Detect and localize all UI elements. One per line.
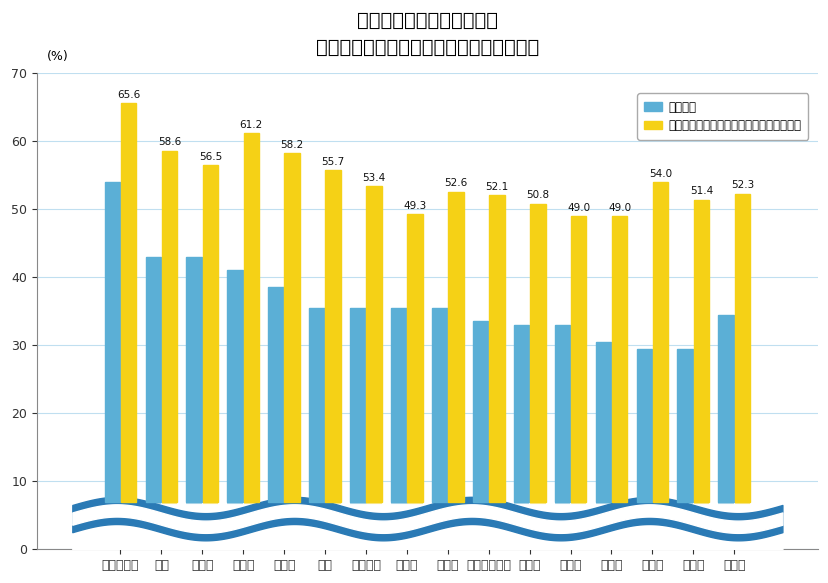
Bar — [161, 151, 177, 549]
Bar — [284, 153, 300, 549]
Bar — [121, 103, 136, 549]
Bar — [243, 133, 259, 503]
Legend: 高齢化率, 高齢者などのための設備がある住宅の割合: 高齢化率, 高齢者などのための設備がある住宅の割合 — [637, 93, 807, 139]
Bar — [227, 271, 243, 503]
Bar — [202, 165, 218, 503]
Text: 61.2: 61.2 — [239, 120, 262, 129]
Bar — [570, 216, 585, 549]
Bar — [652, 182, 667, 549]
Bar — [513, 325, 529, 549]
Bar — [146, 257, 161, 549]
Bar — [104, 182, 120, 503]
Bar — [431, 308, 447, 549]
Text: 51.4: 51.4 — [689, 187, 712, 196]
Text: 54.0: 54.0 — [648, 168, 672, 178]
Bar — [489, 195, 504, 549]
Bar — [595, 342, 610, 549]
Bar — [554, 325, 570, 503]
Bar — [636, 349, 652, 503]
Bar — [652, 182, 667, 503]
Bar — [349, 308, 365, 549]
Bar — [489, 195, 504, 503]
Text: 50.8: 50.8 — [526, 191, 549, 201]
Bar — [391, 308, 406, 549]
Bar — [349, 308, 365, 503]
Bar — [570, 216, 585, 503]
Bar — [309, 308, 325, 503]
Text: 49.3: 49.3 — [403, 201, 426, 210]
Bar — [611, 216, 627, 503]
Text: 58.6: 58.6 — [157, 138, 181, 147]
Bar — [161, 151, 177, 503]
Bar — [693, 200, 708, 503]
Bar — [227, 271, 243, 549]
Bar — [595, 342, 610, 503]
Bar — [718, 315, 733, 549]
Text: 52.3: 52.3 — [729, 180, 753, 190]
Bar — [325, 170, 340, 503]
Bar — [243, 133, 259, 549]
Bar — [407, 214, 422, 549]
Bar — [636, 349, 652, 549]
Bar — [529, 204, 545, 549]
Title: 県内市町別高齢化率および
高齢者などのための設備がある住宅の割合: 県内市町別高齢化率および 高齢者などのための設備がある住宅の割合 — [315, 11, 538, 57]
Bar — [676, 349, 692, 549]
Bar — [529, 204, 545, 503]
Bar — [186, 257, 202, 549]
Bar — [407, 214, 422, 503]
Bar — [693, 200, 708, 549]
Bar — [472, 321, 488, 549]
Text: 55.7: 55.7 — [321, 157, 344, 167]
Bar — [391, 308, 406, 503]
Bar — [448, 192, 463, 549]
Text: (%): (%) — [46, 50, 69, 63]
Bar — [325, 170, 340, 549]
Bar — [268, 287, 283, 503]
Bar — [202, 165, 218, 549]
Bar — [676, 349, 692, 503]
Bar — [554, 325, 570, 549]
Bar — [186, 257, 202, 503]
Bar — [448, 192, 463, 503]
Bar — [268, 287, 283, 549]
Text: 65.6: 65.6 — [117, 90, 140, 100]
Bar — [513, 325, 529, 503]
Bar — [431, 308, 447, 503]
Text: 52.6: 52.6 — [444, 178, 467, 188]
Text: 58.2: 58.2 — [280, 140, 304, 150]
Bar — [718, 315, 733, 503]
Text: 56.5: 56.5 — [199, 152, 222, 161]
Bar — [309, 308, 325, 549]
Text: 52.1: 52.1 — [484, 181, 508, 192]
Bar — [104, 182, 120, 549]
Text: 53.4: 53.4 — [362, 173, 385, 182]
Bar — [611, 216, 627, 549]
Bar — [366, 186, 382, 549]
Text: 49.0: 49.0 — [566, 203, 590, 213]
Bar — [472, 321, 488, 503]
Bar — [734, 194, 749, 503]
Bar — [146, 257, 161, 503]
Bar — [121, 103, 136, 503]
Bar — [734, 194, 749, 549]
Text: 49.0: 49.0 — [607, 203, 630, 213]
Bar — [366, 186, 382, 503]
Bar — [284, 153, 300, 503]
